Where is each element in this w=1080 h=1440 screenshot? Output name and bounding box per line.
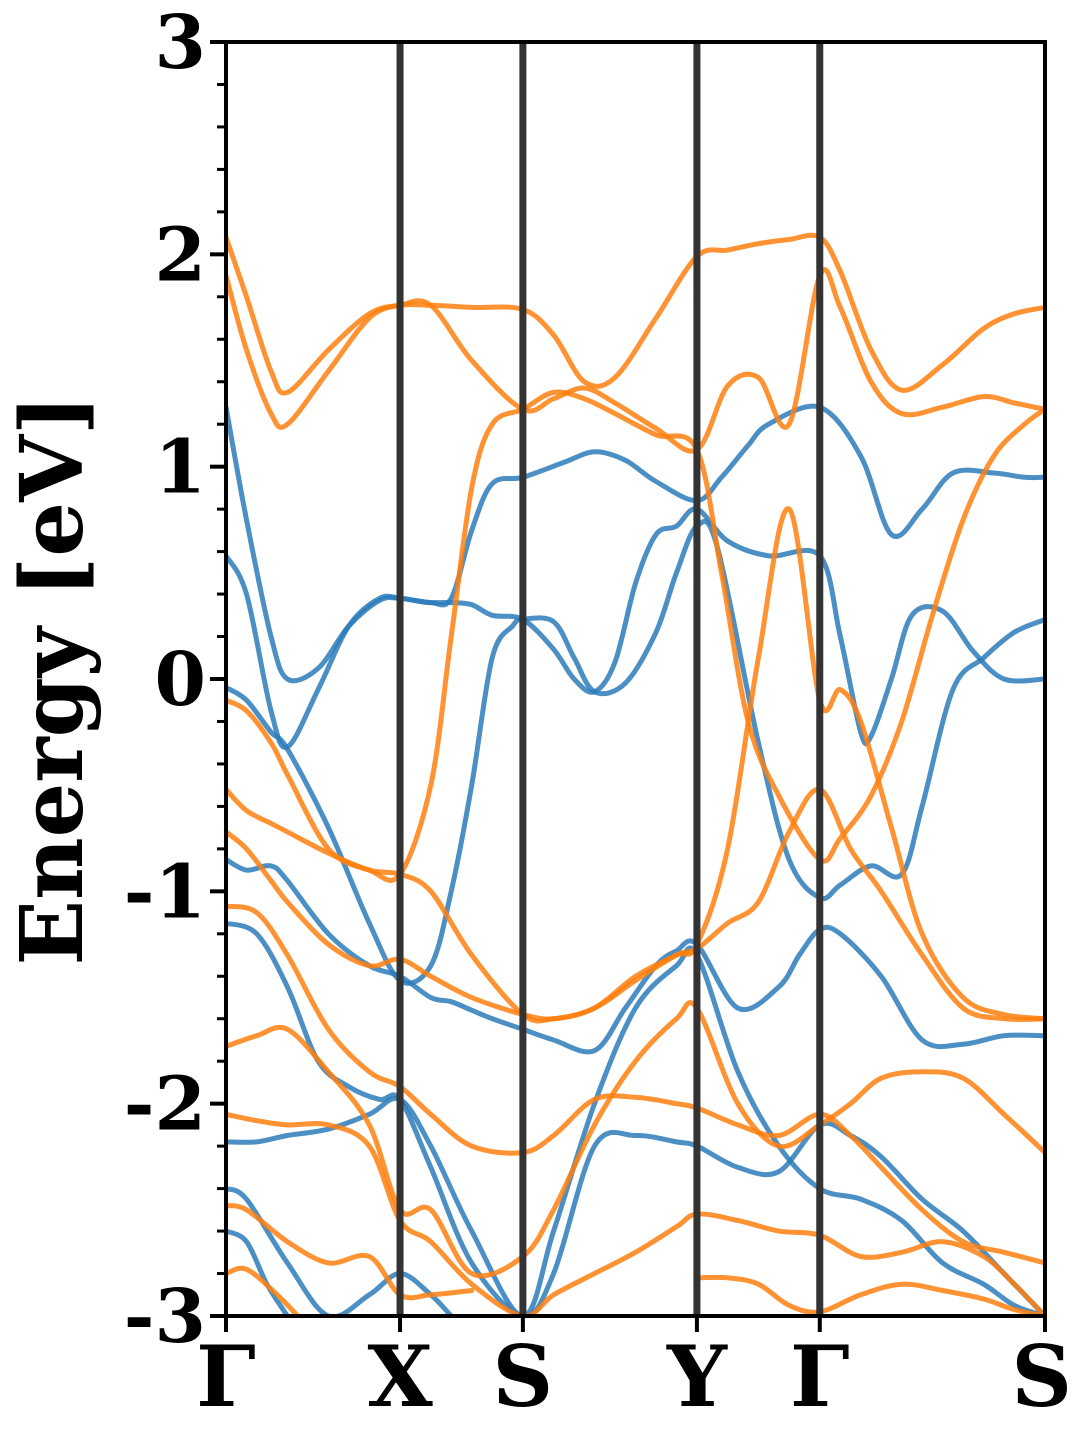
- x-tick-label: S: [493, 1327, 554, 1426]
- band-line-17: [226, 1203, 475, 1301]
- band-line-4: [226, 857, 1045, 1055]
- band-line-8: [226, 1228, 290, 1316]
- y-tick-label: -3: [124, 1274, 206, 1360]
- band-line-10: [226, 267, 1045, 454]
- y-axis-label: Energy [eV]: [2, 395, 103, 966]
- band-line-19: [694, 1274, 1045, 1316]
- y-tick-label: -1: [124, 849, 206, 935]
- y-axis-ticks: -3 -2 -1 0 1 2 3: [124, 0, 226, 1360]
- band-line-2: [226, 506, 1045, 750]
- band-line-7: [226, 1186, 454, 1316]
- x-tick-label: Γ: [790, 1327, 850, 1426]
- band-line-1: [226, 403, 1045, 684]
- band-line-9: [226, 232, 1045, 396]
- band-line-14: [226, 903, 1045, 1266]
- y-tick-label: -2: [124, 1062, 206, 1148]
- x-tick-label: X: [367, 1327, 433, 1426]
- band-line-5: [226, 920, 1045, 1316]
- x-tick-label: Γ: [196, 1327, 256, 1426]
- band-line-6: [226, 945, 1045, 1316]
- x-tick-label: S: [1011, 1327, 1072, 1426]
- y-tick-label: 3: [155, 0, 207, 86]
- band-line-3: [226, 518, 1045, 986]
- y-tick-label: 2: [155, 212, 207, 298]
- high-symmetry-lines: [396, 42, 824, 1316]
- band-line-18: [226, 1265, 301, 1316]
- band-lines: [226, 232, 1045, 1316]
- band-line-16: [226, 1111, 1045, 1316]
- x-tick-label: Y: [666, 1327, 728, 1426]
- band-line-15: [226, 1000, 1045, 1279]
- band-line-13: [226, 786, 1045, 1022]
- y-tick-label: 0: [155, 637, 207, 723]
- y-tick-label: 1: [155, 425, 207, 511]
